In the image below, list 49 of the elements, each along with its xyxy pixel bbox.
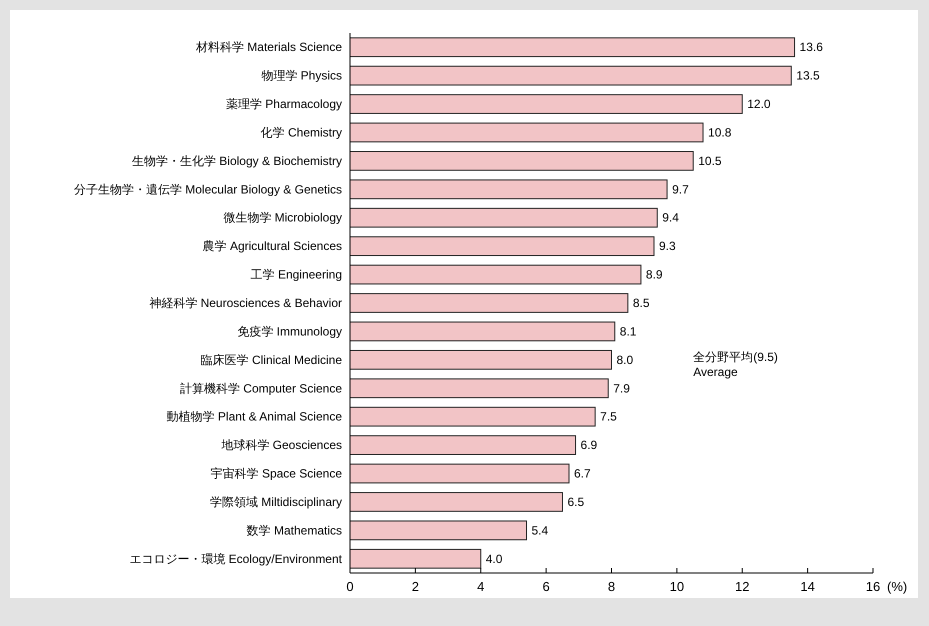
y-tick-label: 分子生物学・遺伝学 Molecular Biology & Genetics — [74, 182, 342, 196]
x-tick-label: 4 — [477, 579, 484, 594]
data-label: 10.8 — [708, 125, 732, 140]
y-tick-label: 臨床医学 Clinical Medicine — [200, 352, 342, 367]
y-tick-label: 農学 Agricultural Sciences — [202, 239, 342, 254]
y-tick-label: 材料科学 Materials Science — [194, 40, 342, 54]
x-tick-label: 10 — [670, 579, 684, 594]
y-tick-label: 宇宙科学 Space Science — [210, 466, 342, 481]
data-label: 5.4 — [532, 523, 549, 538]
y-tick-label: エコロジー・環境 Ecology/Environment — [129, 552, 343, 566]
data-label: 4.0 — [486, 552, 503, 566]
data-label: 12.0 — [747, 97, 771, 112]
data-label: 13.5 — [796, 68, 820, 83]
data-label: 7.9 — [613, 381, 630, 396]
data-label: 13.6 — [800, 40, 824, 54]
data-label: 8.1 — [620, 324, 637, 338]
x-tick-label: 14 — [800, 579, 815, 594]
x-tick-label: 6 — [542, 579, 550, 594]
y-tick-label: 生物学・生化学 Biology & Biochemistry — [132, 154, 342, 168]
data-label: 6.7 — [574, 466, 592, 481]
data-label: 9.4 — [662, 210, 680, 225]
data-label: 6.9 — [580, 438, 598, 452]
y-tick-label: 計算機科学 Computer Science — [180, 381, 342, 396]
y-tick-label: 地球科学 Geosciences — [220, 438, 342, 452]
x-tick-label: 2 — [412, 579, 419, 594]
y-tick-label: 薬理学 Pharmacology — [226, 97, 342, 112]
x-tick-label: 8 — [608, 579, 616, 594]
data-label: 8.0 — [616, 352, 634, 367]
y-tick-label: 化学 Chemistry — [260, 125, 342, 140]
data-label: 7.5 — [600, 410, 618, 424]
data-label: 10.5 — [698, 154, 722, 168]
data-label: 9.7 — [672, 182, 690, 196]
x-tick-label: 16 — [866, 579, 880, 594]
annotation: 全分野平均(9.5) Average — [693, 350, 778, 379]
x-tick-label: 12 — [735, 579, 750, 594]
y-tick-label: 微生物学 Microbiology — [223, 210, 342, 225]
data-label: 8.5 — [632, 296, 650, 310]
x-tick-label: 0 — [346, 579, 354, 594]
y-tick-label: 工学 Engineering — [250, 268, 342, 282]
data-label: 6.5 — [567, 494, 584, 509]
data-label: 9.3 — [658, 239, 676, 254]
y-tick-label: 物理学 Physics — [261, 68, 342, 83]
y-tick-label: 動植物学 Plant & Animal Science — [166, 410, 342, 424]
x-axis-title: (%) — [887, 579, 908, 594]
y-tick-label: 神経科学 Neurosciences & Behavior — [149, 296, 342, 310]
data-label: 8.9 — [646, 268, 663, 282]
y-tick-label: 免疫学 Immunology — [237, 324, 342, 338]
y-tick-label: 数学 Mathematics — [246, 523, 342, 538]
y-tick-label: 学際領域 Miltidisciplinary — [210, 494, 342, 509]
